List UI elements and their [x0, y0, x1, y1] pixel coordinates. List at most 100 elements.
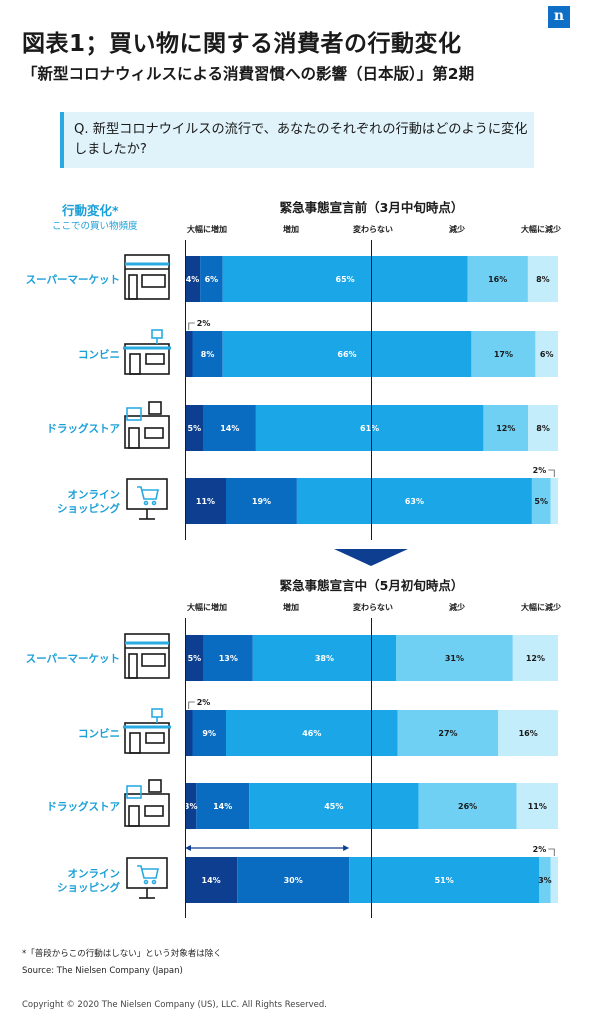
data-label: 12%	[526, 654, 545, 663]
bar-segment	[185, 478, 226, 524]
category-label: コンビニ	[78, 727, 120, 740]
source-note: Source: The Nielsen Company (Japan)	[22, 966, 183, 976]
column-header: 増加	[283, 224, 299, 234]
category-label: ドラッグストア	[47, 800, 121, 813]
drugstore-icon	[124, 401, 170, 449]
page-title: 図表1；買い物に関する消費者の行動変化	[22, 31, 462, 57]
data-label: 3%	[184, 802, 198, 811]
bar-segment	[185, 857, 238, 903]
bar-segment	[192, 331, 223, 377]
column-header: 大幅に増加	[187, 224, 227, 234]
category-label: ショッピング	[57, 502, 120, 515]
data-label: 11%	[528, 802, 547, 811]
data-label: 5%	[534, 497, 548, 506]
data-label: 51%	[435, 876, 454, 885]
column-header: 変わらない	[353, 602, 393, 612]
bar-segment	[512, 635, 558, 681]
leader-line	[188, 322, 195, 330]
data-label: 16%	[488, 275, 507, 284]
bar-segment	[249, 783, 419, 829]
bar-segment	[226, 478, 297, 524]
bar-segment	[535, 331, 558, 377]
data-label: 6%	[540, 350, 554, 359]
data-label: 2%	[197, 698, 211, 707]
leader-line	[188, 701, 195, 709]
bar-segment	[539, 857, 551, 903]
bar-segment	[185, 405, 204, 451]
bar-segment	[418, 783, 517, 829]
data-label: 11%	[196, 497, 215, 506]
data-label: 31%	[445, 654, 464, 663]
data-label: 9%	[202, 729, 216, 738]
bar-segment	[252, 635, 396, 681]
data-label: 8%	[536, 424, 550, 433]
bar-segment	[203, 405, 256, 451]
bar-segment	[185, 710, 193, 756]
bar-segment	[196, 783, 249, 829]
data-label: 2%	[533, 845, 547, 854]
data-label: 14%	[213, 802, 232, 811]
leader-line	[548, 469, 555, 477]
bar-segment	[483, 405, 529, 451]
data-label: 5%	[188, 424, 202, 433]
data-label: 17%	[494, 350, 513, 359]
legend-title: 行動変化*	[62, 203, 119, 218]
data-label: 2%	[197, 319, 211, 328]
bar-segment	[550, 478, 558, 524]
data-label: 4%	[186, 275, 200, 284]
bar-segment	[349, 857, 540, 903]
bar-segment	[255, 405, 484, 451]
bar-segment	[550, 857, 558, 903]
column-header: 大幅に減少	[521, 602, 561, 612]
bar-segment	[226, 710, 398, 756]
bar-segment	[516, 783, 558, 829]
page-subtitle: 「新型コロナウィルスによる消費習慣への影響（日本版）」第2期	[22, 65, 475, 83]
bar-segment	[498, 710, 558, 756]
chart-title: 緊急事態宣言前（3月中旬時点）	[280, 200, 464, 215]
question-text: Q. 新型コロナウイルスの流行で、あなたのそれぞれの行動はどのように変化しました…	[74, 122, 528, 157]
data-label: 14%	[202, 876, 221, 885]
category-label: ドラッグストア	[47, 422, 121, 435]
data-label: 13%	[219, 654, 238, 663]
convenience-icon	[123, 329, 171, 375]
category-label: ショッピング	[57, 881, 120, 894]
highlight-arrow-head-left	[185, 845, 191, 851]
data-label: 16%	[519, 729, 538, 738]
bar-segment	[222, 331, 472, 377]
data-label: 8%	[536, 275, 550, 284]
bar-segment	[396, 635, 513, 681]
bar-segment	[531, 478, 551, 524]
data-label: 46%	[302, 729, 321, 738]
data-label: 12%	[496, 424, 515, 433]
column-header: 大幅に減少	[521, 224, 561, 234]
data-label: 14%	[220, 424, 239, 433]
column-header: 減少	[449, 602, 465, 612]
column-header: 変わらない	[353, 224, 393, 234]
data-label: 66%	[337, 350, 356, 359]
bar-segment	[203, 635, 253, 681]
bar-segment	[222, 256, 468, 302]
data-label: 27%	[438, 729, 457, 738]
bar-segment	[237, 857, 350, 903]
data-label: 30%	[284, 876, 303, 885]
online-icon	[126, 857, 168, 899]
supermarket-icon	[124, 254, 170, 300]
data-label: 45%	[324, 802, 343, 811]
chart-title: 緊急事態宣言中（5月初旬時点）	[280, 578, 464, 593]
copyright: Copyright © 2020 The Nielsen Company (US…	[22, 1000, 327, 1010]
bar-segment	[192, 710, 227, 756]
data-label: 6%	[205, 275, 219, 284]
bar-segment	[185, 783, 197, 829]
supermarket-icon	[124, 633, 170, 679]
data-label: 65%	[336, 275, 355, 284]
bar-segment	[185, 635, 204, 681]
data-label: 61%	[360, 424, 379, 433]
category-label: オンライン	[68, 489, 121, 501]
bar-segment	[471, 331, 536, 377]
bar-segment	[528, 405, 558, 451]
data-label: 38%	[315, 654, 334, 663]
convenience-icon	[123, 708, 171, 754]
bar-segment	[185, 256, 201, 302]
online-icon	[126, 478, 168, 520]
